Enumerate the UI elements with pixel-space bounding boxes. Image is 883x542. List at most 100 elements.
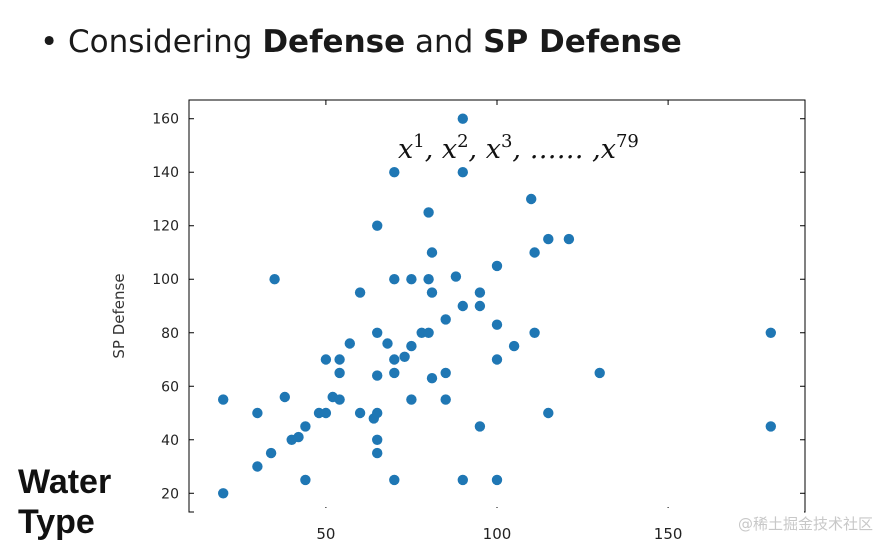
data-point-41: [423, 274, 434, 285]
data-point-5: [265, 447, 277, 459]
data-point-50: [457, 113, 468, 124]
x-tick-label-50: 50: [316, 525, 335, 542]
data-point-40: [423, 207, 434, 218]
water-label-line1: Water: [18, 463, 112, 501]
data-point-42: [423, 327, 434, 338]
data-point-55: [474, 300, 486, 312]
annotation-x3-base: , x: [469, 134, 501, 165]
data-point-13: [320, 407, 332, 419]
data-points: [218, 113, 776, 499]
data-point-23: [372, 407, 383, 419]
data-point-58: [491, 319, 503, 330]
y-tick-label-80: 80: [161, 326, 179, 342]
data-point-65: [543, 233, 554, 245]
data-point-30: [389, 167, 400, 178]
data-point-49: [450, 271, 462, 282]
data-point-36: [406, 340, 417, 352]
annotation-x1-base: x: [398, 134, 413, 165]
data-point-28: [372, 220, 383, 231]
annotation-x79-base: , …… ,x: [512, 134, 616, 165]
data-point-44: [426, 287, 438, 298]
data-point-11: [300, 474, 311, 486]
data-point-37: [406, 274, 417, 285]
heading-conjunction: and: [405, 24, 484, 60]
data-point-7: [279, 391, 290, 403]
data-point-64: [529, 327, 540, 338]
data-point-3: [252, 407, 263, 419]
data-point-18: [334, 394, 345, 405]
data-point-24: [372, 370, 383, 381]
x-tick-label-100: 100: [483, 525, 512, 542]
data-point-9: [293, 431, 304, 443]
water-label-line2: Type: [18, 503, 95, 541]
data-point-21: [354, 407, 366, 419]
bottom-edge-mask: [194, 508, 804, 515]
data-point-45: [426, 373, 438, 384]
slide-heading: • Considering Defense and SP Defense: [40, 24, 682, 60]
y-tick-label-100: 100: [152, 272, 179, 288]
y-tick-label-40: 40: [161, 433, 179, 449]
data-point-66: [543, 407, 554, 419]
data-point-52: [457, 300, 468, 312]
data-point-46: [440, 314, 451, 325]
data-point-57: [491, 260, 503, 272]
y-axis-label: SP Defense: [110, 273, 128, 358]
data-point-38: [406, 394, 417, 405]
heading-term-sp-defense: SP Defense: [483, 24, 682, 60]
water-type-label: Water Type: [18, 462, 111, 542]
y-tick-label-20: 20: [161, 486, 179, 502]
y-tick-label-60: 60: [161, 379, 179, 395]
y-tick-label-160: 160: [152, 112, 179, 128]
data-point-70: [765, 421, 776, 432]
bullet-point: •: [40, 24, 59, 60]
annotation-x2-power: 2: [457, 131, 468, 152]
data-point-60: [491, 474, 503, 486]
data-point-54: [474, 287, 486, 298]
data-point-20: [354, 287, 366, 298]
data-point-32: [389, 354, 400, 365]
y-tick-label-140: 140: [152, 165, 179, 181]
sequence-annotation: x1, x2, x3, …… ,x79: [398, 131, 639, 165]
data-point-29: [382, 338, 393, 349]
data-point-62: [526, 193, 537, 205]
data-point-1: [218, 394, 229, 405]
data-point-26: [372, 434, 383, 445]
data-point-19: [344, 338, 355, 349]
data-point-69: [765, 327, 776, 338]
data-point-63: [529, 247, 540, 258]
annotation-x1-power: 1: [413, 131, 424, 152]
data-point-67: [563, 233, 575, 245]
data-point-2: [218, 488, 229, 499]
heading-prefix: Considering: [68, 24, 263, 60]
annotation-x79-power: 79: [616, 131, 639, 152]
data-point-17: [334, 367, 345, 379]
y-tick-label-120: 120: [152, 219, 179, 235]
data-point-33: [389, 367, 400, 379]
data-point-43: [426, 247, 438, 258]
annotation-x2-base: , x: [425, 134, 457, 165]
data-point-27: [372, 447, 383, 459]
data-point-6: [269, 274, 280, 285]
annotation-x3-power: 3: [501, 131, 512, 152]
x-tick-label-150: 150: [654, 525, 683, 542]
data-point-61: [508, 340, 520, 352]
data-point-34: [389, 474, 400, 486]
heading-term-defense: Defense: [262, 24, 406, 60]
data-point-68: [594, 367, 605, 379]
data-point-35: [399, 351, 410, 362]
data-point-14: [320, 354, 332, 365]
axis-ticks: 20 40 60 80 100 120 140 160 50 100 150: [152, 100, 805, 542]
data-point-16: [334, 354, 345, 365]
data-point-25: [372, 327, 383, 338]
data-point-4: [252, 461, 263, 472]
data-point-56: [474, 421, 486, 432]
data-point-59: [491, 354, 503, 365]
data-point-10: [300, 421, 311, 432]
data-point-31: [389, 274, 400, 285]
data-point-47: [440, 367, 451, 379]
data-point-48: [440, 394, 451, 405]
data-point-51: [457, 167, 468, 178]
watermark: @稀土掘金技术社区: [737, 515, 873, 533]
